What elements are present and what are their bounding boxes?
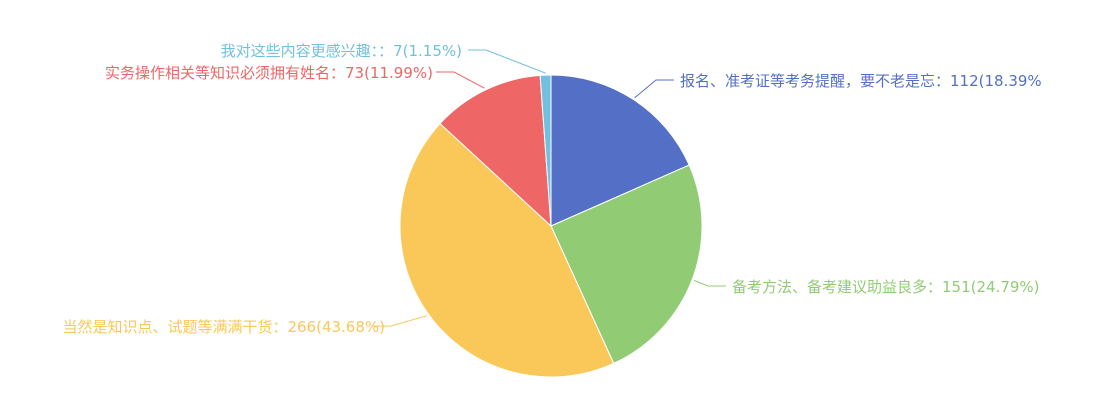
slice-label: 我对这些内容更感兴趣：：7(1.15%) <box>221 42 462 60</box>
leader-lines-layer <box>373 49 726 327</box>
slice-label: 当然是知识点、试题等满满干货：266(43.68%) <box>62 318 385 336</box>
leader-line <box>373 315 428 327</box>
slice-label: 备考方法、备考建议助益良多：151(24.79%) <box>732 278 1040 296</box>
leader-line <box>693 279 726 287</box>
pie-slice[interactable] <box>550 74 690 227</box>
pie-slice[interactable] <box>439 74 552 228</box>
leader-line <box>634 79 674 99</box>
slice-label: 报名、准考证等考务提醒，要不老是忘：112(18.39% <box>680 72 1042 90</box>
leader-line <box>468 49 546 74</box>
slices-layer <box>399 74 703 378</box>
slice-label: 实务操作相关等知识必须拥有姓名：73(11.99%) <box>105 64 433 82</box>
pie-slice[interactable] <box>399 122 615 378</box>
leader-line <box>436 71 485 89</box>
pie-slice[interactable] <box>539 74 552 227</box>
pie-slice[interactable] <box>550 164 703 365</box>
labels-layer: 报名、准考证等考务提醒，要不老是忘：112(18.39% 备考方法、备考建议助益良… <box>62 42 1041 336</box>
